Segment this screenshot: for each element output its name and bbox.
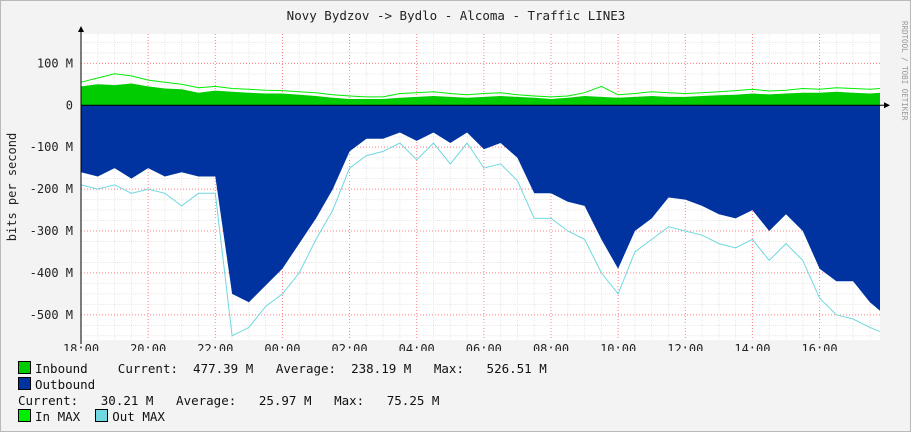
- x-tick-label: 02:00: [332, 342, 368, 351]
- series-layer: [80, 73, 881, 337]
- x-tick-label: 10:00: [600, 342, 636, 351]
- y-tick-label: -500 M: [30, 308, 73, 322]
- y-tick-label: -200 M: [30, 182, 73, 196]
- watermark: RRDTOOL / TOBI OETIKER: [900, 21, 909, 121]
- x-tick-label: 06:00: [466, 342, 502, 351]
- legend-outbound-stats-row: Current: 30.21 M Average: 25.97 M Max: 7…: [18, 393, 439, 409]
- legend-inbound-label: Inbound: [35, 361, 88, 376]
- y-tick-label: -400 M: [30, 266, 73, 280]
- y-axis-label: bits per second: [5, 133, 19, 241]
- legend-in-max-label: In MAX: [35, 409, 81, 424]
- y-tick-label: 100 M: [37, 56, 73, 70]
- x-tick-label: 08:00: [533, 342, 569, 351]
- legend-inbound: Inbound Current: 477.39 M Average: 238.1…: [18, 361, 547, 377]
- out-max-line: [80, 142, 881, 337]
- x-tick-label: 22:00: [197, 342, 233, 351]
- y-tick-label: -100 M: [30, 140, 73, 154]
- outbound-area: [81, 83, 880, 106]
- out-max-swatch: [95, 409, 109, 422]
- x-axis-arrow: [884, 102, 890, 109]
- x-tick-label: 18:00: [63, 342, 99, 351]
- x-tick-label: 16:00: [802, 342, 838, 351]
- x-tick-label: 20:00: [130, 342, 166, 351]
- in-max-swatch: [18, 409, 31, 422]
- x-tick-label: 04:00: [399, 342, 435, 351]
- x-tick-labels: 18:00 20:00 22:00 00:00 02:00 04:00 06:00 08:00…: [63, 342, 838, 356]
- legend-out-max-label: Out MAX: [112, 409, 165, 424]
- x-tick-label: 12:00: [667, 342, 703, 351]
- legend-inbound-stats: Current: 477.39 M Average: 238.19 M Max:…: [117, 361, 547, 376]
- inbound-swatch: [18, 361, 31, 374]
- y-axis-arrow: [78, 26, 84, 32]
- outbound-swatch: [18, 377, 31, 390]
- legend-max: In MAX Out MAX: [18, 409, 165, 425]
- legend-outbound: Outbound: [18, 377, 95, 393]
- chart-title: Novy Bydzov -> Bydlo - Alcoma - Traffic …: [287, 8, 626, 23]
- legend-outbound-label: Outbound: [35, 377, 96, 392]
- in-max-line: [80, 73, 881, 98]
- inbound-area: [81, 105, 880, 311]
- y-tick-label: -300 M: [30, 224, 73, 238]
- x-tick-label: 00:00: [264, 342, 300, 351]
- y-tick-label: 0: [66, 98, 73, 112]
- legend-outbound-stats: Current: 30.21 M Average: 25.97 M Max: 7…: [18, 393, 440, 408]
- y-tick-labels: 100 M 0 -100 M -200 M -300 M -400 M -500 M: [30, 56, 73, 322]
- x-tick-label: 14:00: [734, 342, 770, 351]
- traffic-chart: Novy Bydzov -> Bydlo - Alcoma - Traffic …: [5, 8, 909, 356]
- axes: [78, 26, 890, 344]
